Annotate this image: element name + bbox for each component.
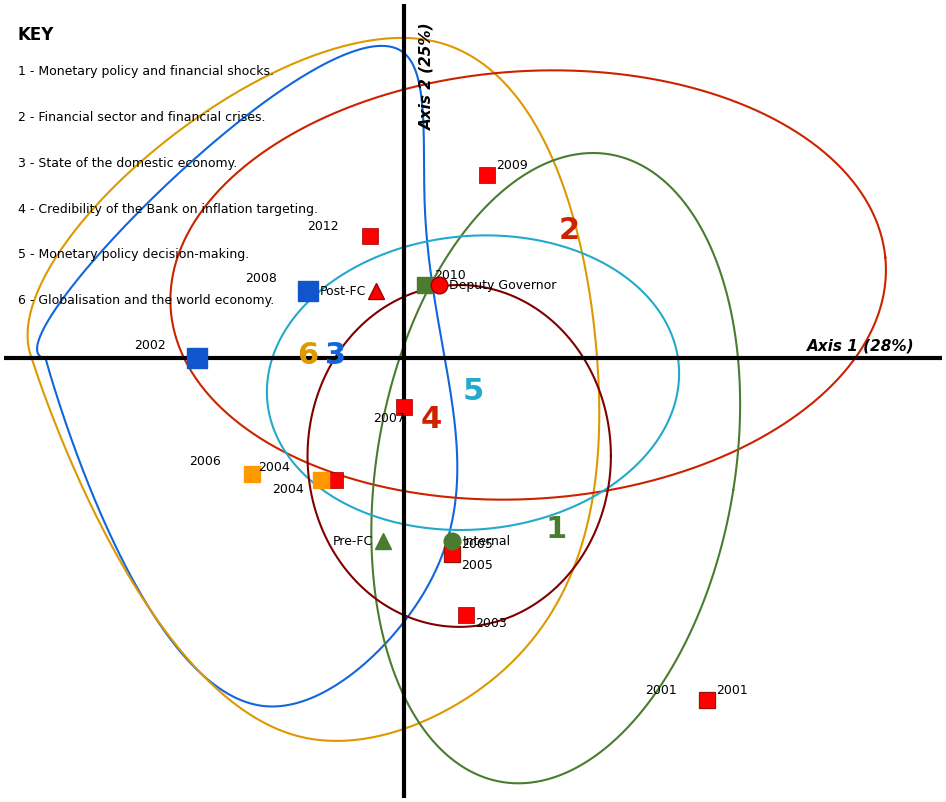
Text: 2001: 2001 bbox=[644, 684, 676, 697]
Text: 6: 6 bbox=[297, 341, 318, 370]
Text: 4 - Credibility of the Bank on inflation targeting.: 4 - Credibility of the Bank on inflation… bbox=[18, 203, 318, 216]
Text: 3: 3 bbox=[324, 341, 345, 370]
Text: Axis 1 (28%): Axis 1 (28%) bbox=[807, 338, 914, 354]
Text: 4: 4 bbox=[421, 405, 443, 434]
Text: Axis 2 (25%): Axis 2 (25%) bbox=[419, 22, 434, 130]
Text: 2009: 2009 bbox=[496, 159, 528, 172]
Text: 2003: 2003 bbox=[475, 617, 507, 630]
Text: 5: 5 bbox=[463, 378, 483, 407]
Text: Internal: Internal bbox=[463, 535, 511, 548]
Text: 2: 2 bbox=[559, 216, 580, 245]
Text: 2006: 2006 bbox=[189, 455, 221, 468]
Text: 2010: 2010 bbox=[433, 269, 465, 282]
Text: KEY: KEY bbox=[18, 26, 54, 43]
Text: 2001: 2001 bbox=[716, 684, 748, 697]
Text: 2005: 2005 bbox=[462, 537, 493, 550]
Text: 2008: 2008 bbox=[245, 272, 276, 285]
Text: 3 - State of the domestic economy.: 3 - State of the domestic economy. bbox=[18, 157, 237, 170]
Text: 1: 1 bbox=[545, 515, 567, 544]
Text: 1 - Monetary policy and financial shocks.: 1 - Monetary policy and financial shocks… bbox=[18, 65, 274, 79]
Text: 2004: 2004 bbox=[272, 483, 304, 496]
Text: Post-FC: Post-FC bbox=[320, 285, 366, 298]
Text: 2007: 2007 bbox=[373, 412, 405, 425]
Text: Deputy Governor: Deputy Governor bbox=[448, 278, 556, 291]
Text: 2012: 2012 bbox=[307, 220, 339, 233]
Text: 2005: 2005 bbox=[462, 559, 493, 572]
Text: 6 - Globalisation and the world economy.: 6 - Globalisation and the world economy. bbox=[18, 294, 274, 307]
Text: 5 - Monetary policy decision-making.: 5 - Monetary policy decision-making. bbox=[18, 249, 249, 261]
Text: Pre-FC: Pre-FC bbox=[333, 535, 373, 548]
Text: 2002: 2002 bbox=[134, 339, 166, 352]
Text: 2004: 2004 bbox=[258, 461, 290, 474]
Text: 2 - Financial sector and financial crises.: 2 - Financial sector and financial crise… bbox=[18, 111, 266, 124]
